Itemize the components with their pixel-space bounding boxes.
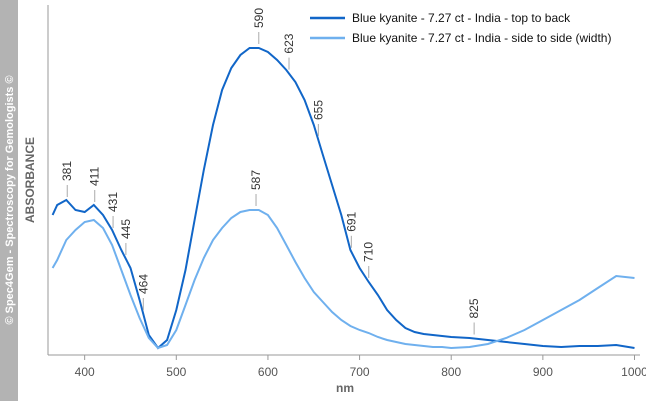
peak-label: 587 [249,170,263,190]
series-line [51,209,635,350]
peak-label: 464 [136,274,150,294]
legend-label: Blue kyanite - 7.27 ct - India - top to … [352,11,571,25]
x-tick-label: 500 [166,365,186,379]
series-line [51,47,635,350]
peak-label: 825 [467,298,481,318]
peak-label: 655 [311,100,325,120]
x-tick-label: 900 [533,365,553,379]
watermark: © Spec4Gem - Spectroscopy for Gemologist… [4,75,16,324]
x-tick-label: 700 [350,365,370,379]
x-tick-label: 1000 [621,365,646,379]
x-axis-label: nm [336,381,354,395]
x-tick-label: 400 [75,365,95,379]
peak-label: 710 [362,242,376,262]
x-tick-label: 600 [258,365,278,379]
x-tick-label: 800 [441,365,461,379]
y-axis-label: ABSORBANCE [23,137,37,223]
peak-label: 431 [106,192,120,212]
peak-label: 691 [344,211,358,231]
peak-label: 623 [282,33,296,53]
peak-label: 590 [252,8,266,28]
peak-label: 381 [60,161,74,181]
peak-label: 445 [119,219,133,239]
legend-label: Blue kyanite - 7.27 ct - India - side to… [352,31,611,45]
sidebar [0,0,18,401]
peak-label: 411 [88,167,102,186]
